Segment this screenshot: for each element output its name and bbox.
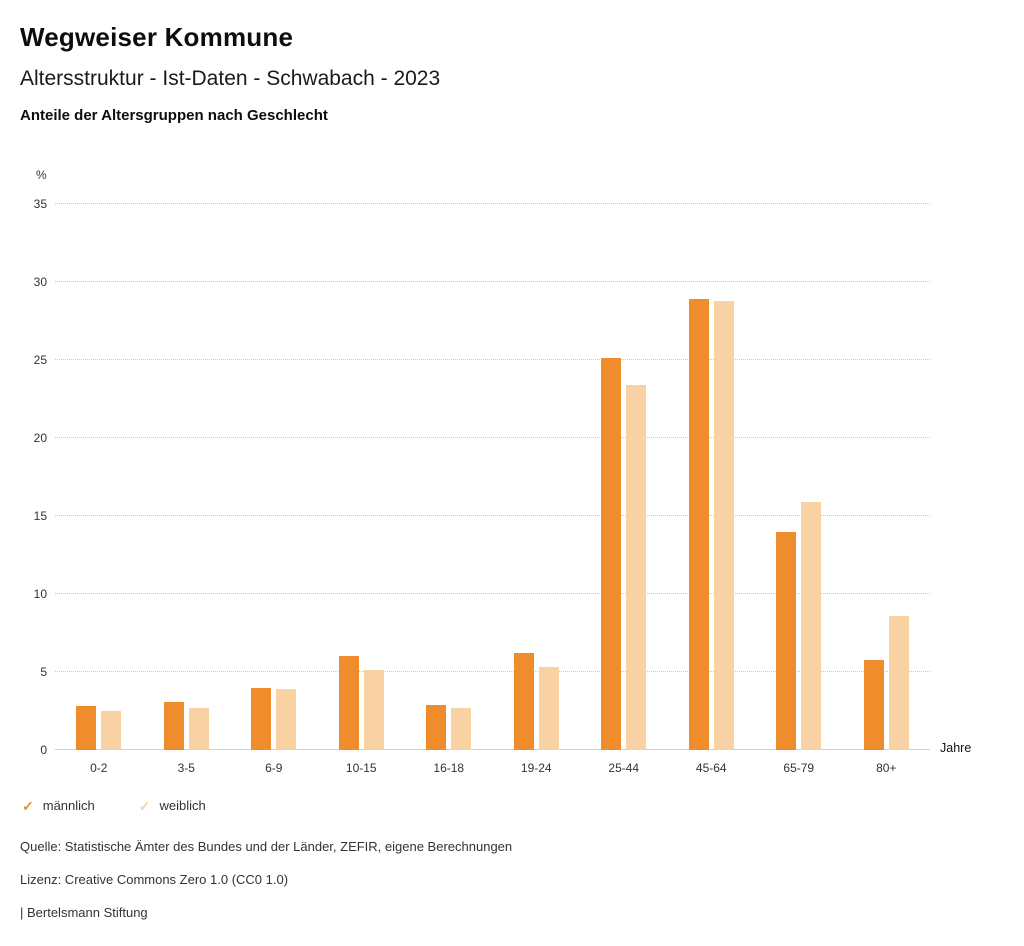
bar-group-6-9 (230, 204, 318, 750)
gridline-20 (55, 437, 930, 438)
bar-weiblich-3-5[interactable] (188, 707, 209, 750)
bar-group-65-79 (755, 204, 843, 750)
x-tick-label-65-79: 65-79 (783, 761, 815, 775)
x-tick-label-80+: 80+ (876, 761, 897, 775)
license-text: Lizenz: Creative Commons Zero 1.0 (CC0 1… (20, 872, 289, 887)
legend-item-weiblich[interactable]: ✓ weiblich (139, 798, 206, 813)
y-tick-label-15: 15 (33, 509, 47, 523)
y-tick-label-10: 10 (33, 587, 47, 601)
gridline-10 (55, 593, 930, 594)
gridline-15 (55, 515, 930, 516)
bar-group-3-5 (143, 204, 231, 750)
bar-männlich-3-5[interactable] (163, 701, 184, 750)
bar-männlich-10-15[interactable] (338, 656, 359, 750)
y-tick-label-20: 20 (33, 431, 47, 445)
x-tick-label-16-18: 16-18 (433, 761, 465, 775)
bar-weiblich-19-24[interactable] (538, 667, 559, 750)
bar-group-25-44 (580, 204, 668, 750)
bar-männlich-0-2[interactable] (76, 706, 97, 750)
y-tick-label-30: 30 (33, 275, 47, 289)
bar-männlich-16-18[interactable] (426, 704, 447, 750)
legend-label: männlich (42, 798, 95, 813)
bar-group-10-15 (318, 204, 406, 750)
bar-männlich-19-24[interactable] (513, 653, 534, 750)
x-axis-labels: 0-2 3-5 6-9 10-15 16-18 19-24 25-44 45-64 65-79 8… (55, 761, 930, 775)
y-tick-label-0: 0 (40, 743, 47, 757)
bars-row (55, 204, 930, 750)
gridline-35 (55, 203, 930, 204)
bar-group-16-18 (405, 204, 493, 750)
x-tick-label-6-9: 6-9 (265, 761, 283, 775)
bar-weiblich-0-2[interactable] (101, 711, 122, 750)
gridline-0 (55, 749, 930, 750)
bar-chart-plot-area: Jahre 0 5 10 15 20 25 30 35 0-2 3-5 6-9 10-15 16-18 1… (34, 198, 972, 775)
bar-männlich-45-64[interactable] (688, 299, 709, 750)
bar-group-19-24 (493, 204, 581, 750)
bar-weiblich-10-15[interactable] (363, 670, 384, 750)
gridline-5 (55, 671, 930, 672)
gridline-30 (55, 281, 930, 282)
x-tick-label-19-24: 19-24 (520, 761, 552, 775)
bar-weiblich-80+[interactable] (888, 615, 909, 750)
chart-footer: Quelle: Statistische Ämter des Bundes un… (20, 839, 1004, 920)
bar-männlich-80+[interactable] (863, 659, 884, 750)
x-tick-label-25-44: 25-44 (608, 761, 640, 775)
x-tick-label-3-5: 3-5 (177, 761, 195, 775)
x-tick-label-0-2: 0-2 (90, 761, 108, 775)
page: Wegweiser Kommune Altersstruktur - Ist-D… (20, 22, 1004, 920)
legend-label: weiblich (159, 798, 206, 813)
y-tick-label-35: 35 (33, 197, 47, 211)
bar-group-45-64 (668, 204, 756, 750)
page-title: Wegweiser Kommune (20, 22, 294, 52)
chart-description: Anteile der Altersgruppen nach Geschlech… (20, 107, 328, 124)
chart-legend: ✓ männlich ✓ weiblich (22, 798, 1004, 813)
bar-männlich-65-79[interactable] (776, 531, 797, 750)
y-axis-unit-label: % (36, 168, 47, 182)
check-icon: ✓ (138, 797, 151, 814)
bar-weiblich-16-18[interactable] (451, 707, 472, 750)
y-tick-label-5: 5 (40, 665, 47, 679)
y-tick-label-25: 25 (33, 353, 47, 367)
bar-weiblich-45-64[interactable] (713, 300, 734, 750)
legend-item-maennlich[interactable]: ✓ männlich (22, 798, 95, 813)
bar-männlich-25-44[interactable] (601, 358, 622, 750)
x-tick-label-45-64: 45-64 (695, 761, 727, 775)
x-tick-label-10-15: 10-15 (345, 761, 377, 775)
source-text: Quelle: Statistische Ämter des Bundes un… (20, 839, 513, 854)
bar-männlich-6-9[interactable] (251, 687, 272, 750)
chart-subtitle: Altersstruktur - Ist-Daten - Schwabach -… (20, 67, 441, 90)
x-axis-unit-label: Jahre (940, 741, 972, 755)
bar-group-80+ (843, 204, 931, 750)
bar-weiblich-65-79[interactable] (801, 501, 822, 750)
bar-weiblich-6-9[interactable] (276, 689, 297, 750)
bar-group-0-2 (55, 204, 143, 750)
check-icon: ✓ (22, 797, 34, 814)
attribution-text: | Bertelsmann Stiftung (20, 905, 148, 920)
gridline-25 (55, 359, 930, 360)
bar-weiblich-25-44[interactable] (626, 384, 647, 750)
